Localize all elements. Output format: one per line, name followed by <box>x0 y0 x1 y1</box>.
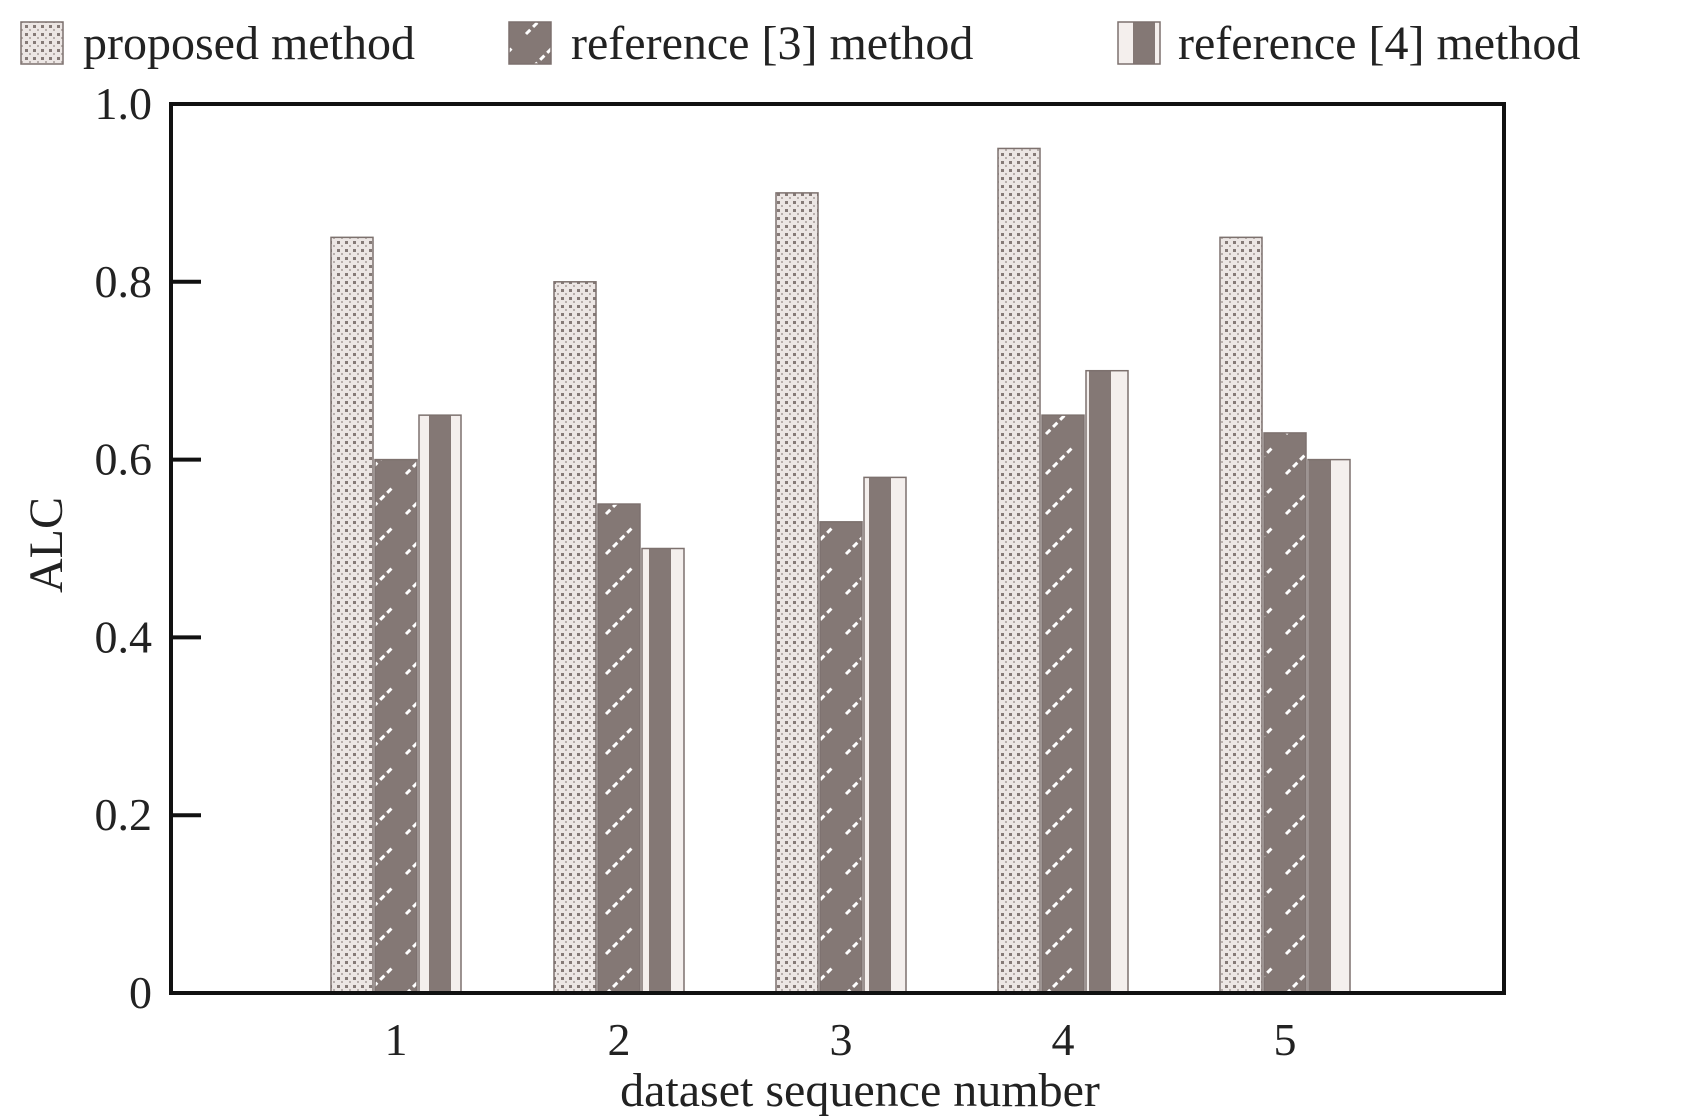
bar-reference-3-method-cat-5 <box>1263 432 1307 994</box>
plot-frame <box>169 102 1506 995</box>
bar-reference-4-method-cat-5 <box>1307 458 1351 994</box>
x-tick-label: 3 <box>830 1014 853 1065</box>
bar-reference-4-method-cat-3 <box>863 476 907 994</box>
legend-label-proposed-method: proposed method <box>83 17 415 70</box>
y-axis: 0 0.2 0.4 0.6 0.8 1.0 <box>95 78 201 1018</box>
legend-swatch-reference-3-method <box>508 21 552 65</box>
legend-swatch-proposed-method <box>20 21 64 65</box>
y-tick-label: 0.2 <box>95 789 153 840</box>
x-axis: 1 2 3 4 5 <box>385 1014 1297 1065</box>
y-tick-label: 0.4 <box>95 611 153 662</box>
x-tick-label: 1 <box>385 1014 408 1065</box>
y-tick-label: 0.8 <box>95 256 153 307</box>
bar-reference-3-method-cat-1 <box>374 458 418 994</box>
legend-label-reference-4-method: reference [4] method <box>1178 17 1580 70</box>
legend: proposed method reference [3] method refer… <box>20 17 1580 70</box>
bar-reference-3-method-cat-2 <box>597 503 641 994</box>
bar-proposed-method-cat-1 <box>330 236 374 994</box>
legend-swatch-reference-4-method <box>1117 21 1161 65</box>
bar-proposed-method-cat-2 <box>553 281 597 994</box>
x-tick-label: 4 <box>1052 1014 1075 1065</box>
bar-proposed-method-cat-4 <box>997 147 1041 994</box>
y-axis-label: ALC <box>20 497 73 593</box>
x-tick-label: 5 <box>1274 1014 1297 1065</box>
x-axis-label: dataset sequence number <box>620 1064 1100 1117</box>
y-tick-label: 0 <box>129 967 152 1018</box>
bar-reference-4-method-cat-1 <box>418 414 462 994</box>
x-tick-label: 2 <box>608 1014 631 1065</box>
y-tick-label: 0.6 <box>95 434 153 485</box>
legend-label-reference-3-method: reference [3] method <box>571 17 973 70</box>
bar-proposed-method-cat-3 <box>775 192 819 994</box>
bar-proposed-method-cat-5 <box>1219 236 1263 994</box>
bars <box>330 147 1351 994</box>
bar-reference-3-method-cat-4 <box>1041 414 1085 994</box>
y-tick-label: 1.0 <box>95 78 153 129</box>
bar-reference-3-method-cat-3 <box>819 521 863 994</box>
bar-reference-4-method-cat-4 <box>1085 369 1129 994</box>
bar-reference-4-method-cat-2 <box>641 547 685 994</box>
